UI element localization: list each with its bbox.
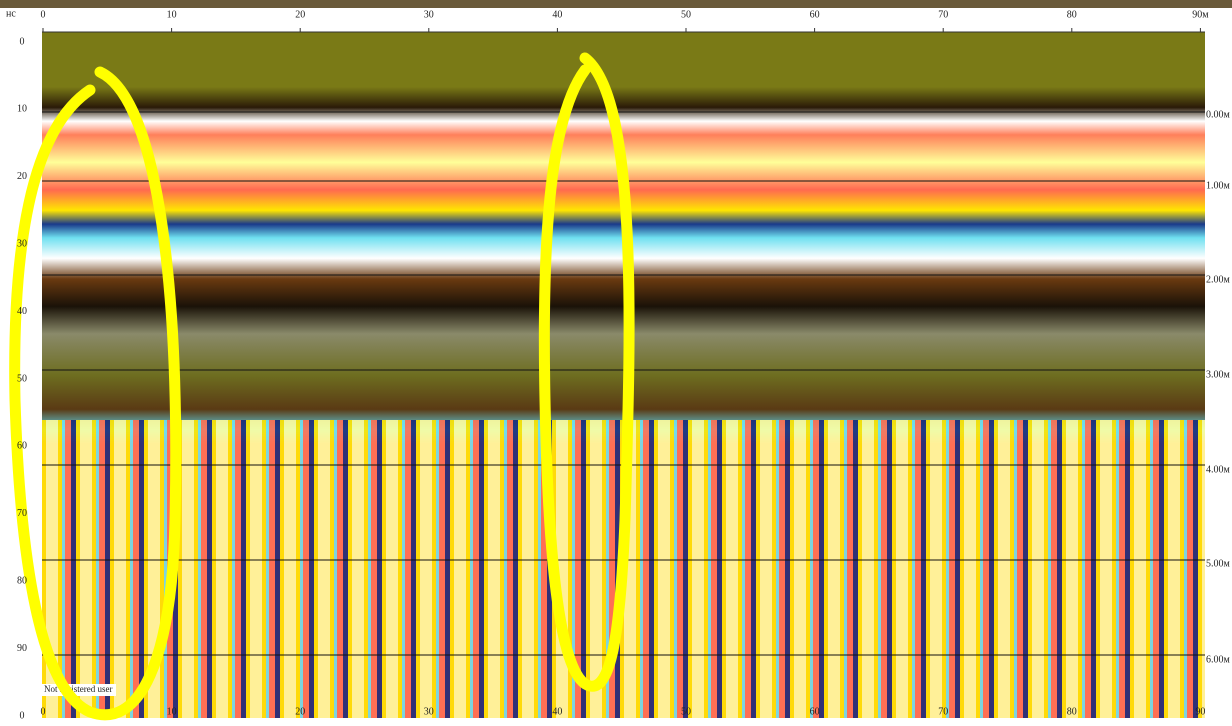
left-tick-label: 40: [17, 306, 27, 317]
bottom-tick-label: 30: [424, 706, 434, 717]
depth-label: 1.00м: [1206, 180, 1231, 191]
top-tick-label: 30: [424, 9, 434, 20]
left-tick-label: 0: [20, 710, 25, 721]
bottom-tick-label: 60: [810, 706, 820, 717]
top-tick-label: 40: [552, 9, 562, 20]
left-tick-label: 80: [17, 575, 27, 586]
depth-label: 3.00м: [1206, 369, 1231, 380]
depth-label: 4.00м: [1206, 464, 1231, 475]
left-tick-label: 60: [17, 441, 27, 452]
left-tick-label: 50: [17, 373, 27, 384]
depth-label: 6.00м: [1206, 654, 1231, 665]
top-tick-label: 10: [167, 9, 177, 20]
bottom-tick-label: 50: [681, 706, 691, 717]
bottom-tick-label: 70: [938, 706, 948, 717]
depth-label: 5.00м: [1206, 558, 1231, 569]
bottom-tick-label: 10: [167, 706, 177, 717]
top-tick-label: 70: [938, 9, 948, 20]
bottom-tick-label: 0: [41, 706, 46, 717]
top-strip: [0, 0, 1232, 8]
top-tick-label: 20: [295, 9, 305, 20]
left-tick-label: 70: [17, 508, 27, 519]
top-tick-label: 90м: [1192, 9, 1209, 20]
top-tick-label: 80: [1067, 9, 1077, 20]
time-unit: нс: [6, 8, 16, 19]
left-tick-label: 90: [17, 643, 27, 654]
bottom-tick-label: 80: [1067, 706, 1077, 717]
bottom-tick-label: 20: [295, 706, 305, 717]
left-tick-label: 30: [17, 238, 27, 249]
bottom-tick-label: 40: [552, 706, 562, 717]
air-band: [42, 32, 1205, 85]
watermark: Not registered user: [44, 684, 112, 694]
top-tick-label: 50: [681, 9, 691, 20]
depth-label: 0.00м: [1206, 109, 1231, 120]
left-tick-label: 20: [17, 171, 27, 182]
top-tick-label: 0: [41, 9, 46, 20]
bottom-tick-label: 90: [1195, 706, 1205, 717]
left-tick-label: 0: [20, 36, 25, 47]
top-tick-label: 60: [810, 9, 820, 20]
left-tick-label: 10: [17, 104, 27, 115]
annotations: [9, 52, 635, 721]
depth-label: 2.00м: [1206, 274, 1231, 285]
